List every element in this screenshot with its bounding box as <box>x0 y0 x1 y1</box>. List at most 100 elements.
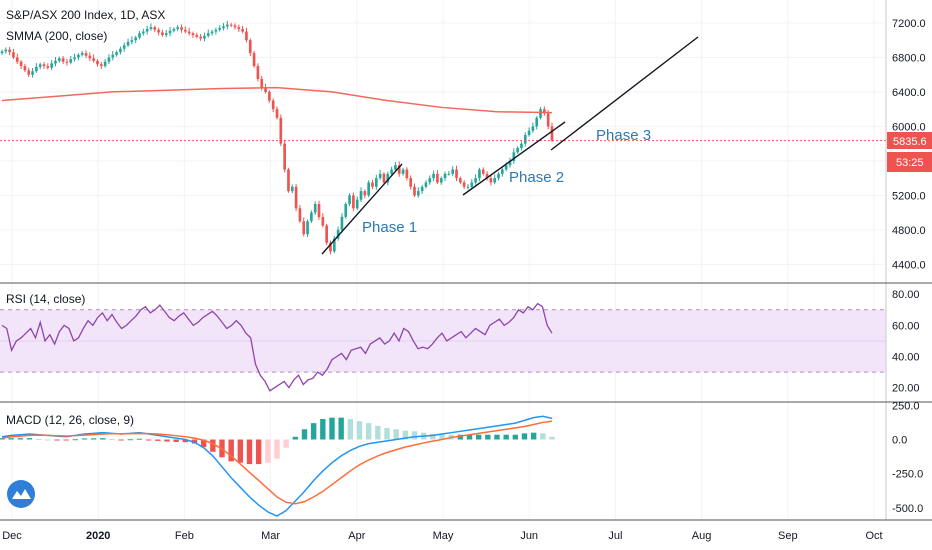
macd-histogram-bar <box>210 439 216 452</box>
macd-histogram-bar <box>246 439 253 465</box>
candle-body <box>248 40 252 54</box>
candle-body <box>42 64 46 67</box>
last-price-badge <box>887 132 932 149</box>
macd-histogram-bar <box>283 439 289 448</box>
candle-body <box>111 54 115 58</box>
macd-tick-label: -250.0 <box>892 469 923 481</box>
candle-body <box>141 31 145 34</box>
macd-histogram-bar <box>512 434 519 440</box>
time-tick-label: Mar <box>261 530 280 542</box>
candle-body <box>348 195 351 205</box>
candle-body <box>184 29 187 32</box>
macd-histogram-bar <box>173 439 179 442</box>
candle-body <box>359 191 363 200</box>
trendline-phase-1[interactable] <box>321 163 403 255</box>
candle-body <box>443 173 447 179</box>
price-tick-label: 7200.0 <box>892 18 926 30</box>
candle-body <box>187 31 191 34</box>
candle-body <box>126 41 130 46</box>
macd-histogram-bar <box>320 419 326 440</box>
rsi-legend[interactable]: RSI (14, close) <box>6 292 85 306</box>
candle-body <box>455 169 458 179</box>
price-tick-label: 5200.0 <box>892 190 926 202</box>
candle-body <box>436 173 439 183</box>
candle-body <box>401 169 405 174</box>
candle-body <box>451 169 455 174</box>
candle-body <box>80 53 84 55</box>
candle-body <box>122 45 126 49</box>
time-tick-label: Jul <box>608 530 622 542</box>
candle-body <box>226 24 229 27</box>
macd-legend[interactable]: MACD (12, 26, close, 9) <box>6 413 134 427</box>
candle-body <box>172 28 176 31</box>
candle-body <box>84 53 88 56</box>
candle-body <box>329 242 332 252</box>
macd-histogram-bar <box>17 438 24 440</box>
time-tick-label: Aug <box>692 530 712 542</box>
tradingview-cloud-icon[interactable] <box>7 480 35 508</box>
candle-body <box>157 29 160 33</box>
price-tick-label: 6400.0 <box>892 87 926 99</box>
candle-body <box>206 33 210 36</box>
candle-body <box>336 229 340 239</box>
rsi-tick-label: 80.00 <box>892 289 920 301</box>
candle-body <box>73 57 76 60</box>
candle-body <box>38 64 42 67</box>
time-tick-label: 2020 <box>86 530 110 542</box>
candle-body <box>390 169 393 174</box>
candle-body <box>233 25 237 28</box>
candle-body <box>8 49 11 53</box>
symbol-title[interactable]: S&P/ASX 200 Index, 1D, ASX <box>6 8 165 22</box>
candle-body <box>523 135 527 144</box>
macd-histogram-bar <box>136 438 143 440</box>
candle-body <box>275 109 279 118</box>
rsi-tick-label: 20.00 <box>892 383 920 395</box>
macd-histogram-bar <box>457 434 464 440</box>
macd-histogram-bar <box>485 434 491 440</box>
smma-legend[interactable]: SMMA (200, close) <box>6 29 107 43</box>
macd-histogram-bar <box>100 438 106 440</box>
macd-histogram-bar <box>81 438 88 440</box>
time-tick-label: Sep <box>778 530 798 542</box>
candle-body <box>413 186 416 196</box>
candle-body <box>409 178 413 187</box>
macd-histogram-bar <box>310 423 317 440</box>
signal-line <box>1 420 553 505</box>
rsi-axis: 80.00 60.00 40.00 20.00 <box>892 289 920 394</box>
price-tick-label: 6000.0 <box>892 121 926 133</box>
macd-line <box>1 415 553 517</box>
macd-histogram-bar <box>356 421 363 440</box>
macd-histogram-bar <box>540 433 546 440</box>
candle-body <box>27 70 31 75</box>
candle-body <box>164 33 168 36</box>
macd-histogram-bar <box>292 436 299 440</box>
candle-body <box>256 66 260 79</box>
macd-histogram-bar <box>329 417 335 440</box>
macd-histogram-bar <box>228 439 234 462</box>
candle-body <box>77 54 80 58</box>
candle-body <box>214 29 218 32</box>
candle-body <box>61 58 65 62</box>
candle-body <box>260 78 264 88</box>
candle-body <box>332 238 336 252</box>
macd-histogram-bar <box>182 439 189 443</box>
annotation-phase-1: Phase 1 <box>362 219 417 236</box>
candle-body <box>432 173 435 179</box>
macd-histogram-bar <box>145 439 152 441</box>
candle-body <box>88 55 92 59</box>
macd-histogram-bar <box>90 438 97 440</box>
macd-histogram-bar <box>26 438 33 440</box>
macd-histogram-bar <box>45 439 51 441</box>
price-tick-label: 4400.0 <box>892 259 926 271</box>
candle-body <box>306 221 309 235</box>
candle-body <box>245 31 248 41</box>
trendline-phase-3[interactable] <box>550 36 699 151</box>
candle-body <box>252 53 256 67</box>
trendline-phase-2[interactable] <box>462 121 566 196</box>
candle-body <box>15 57 19 62</box>
macd-histogram-bar <box>411 431 418 440</box>
candle-body <box>264 87 267 92</box>
macd-histogram-bar <box>200 439 207 448</box>
